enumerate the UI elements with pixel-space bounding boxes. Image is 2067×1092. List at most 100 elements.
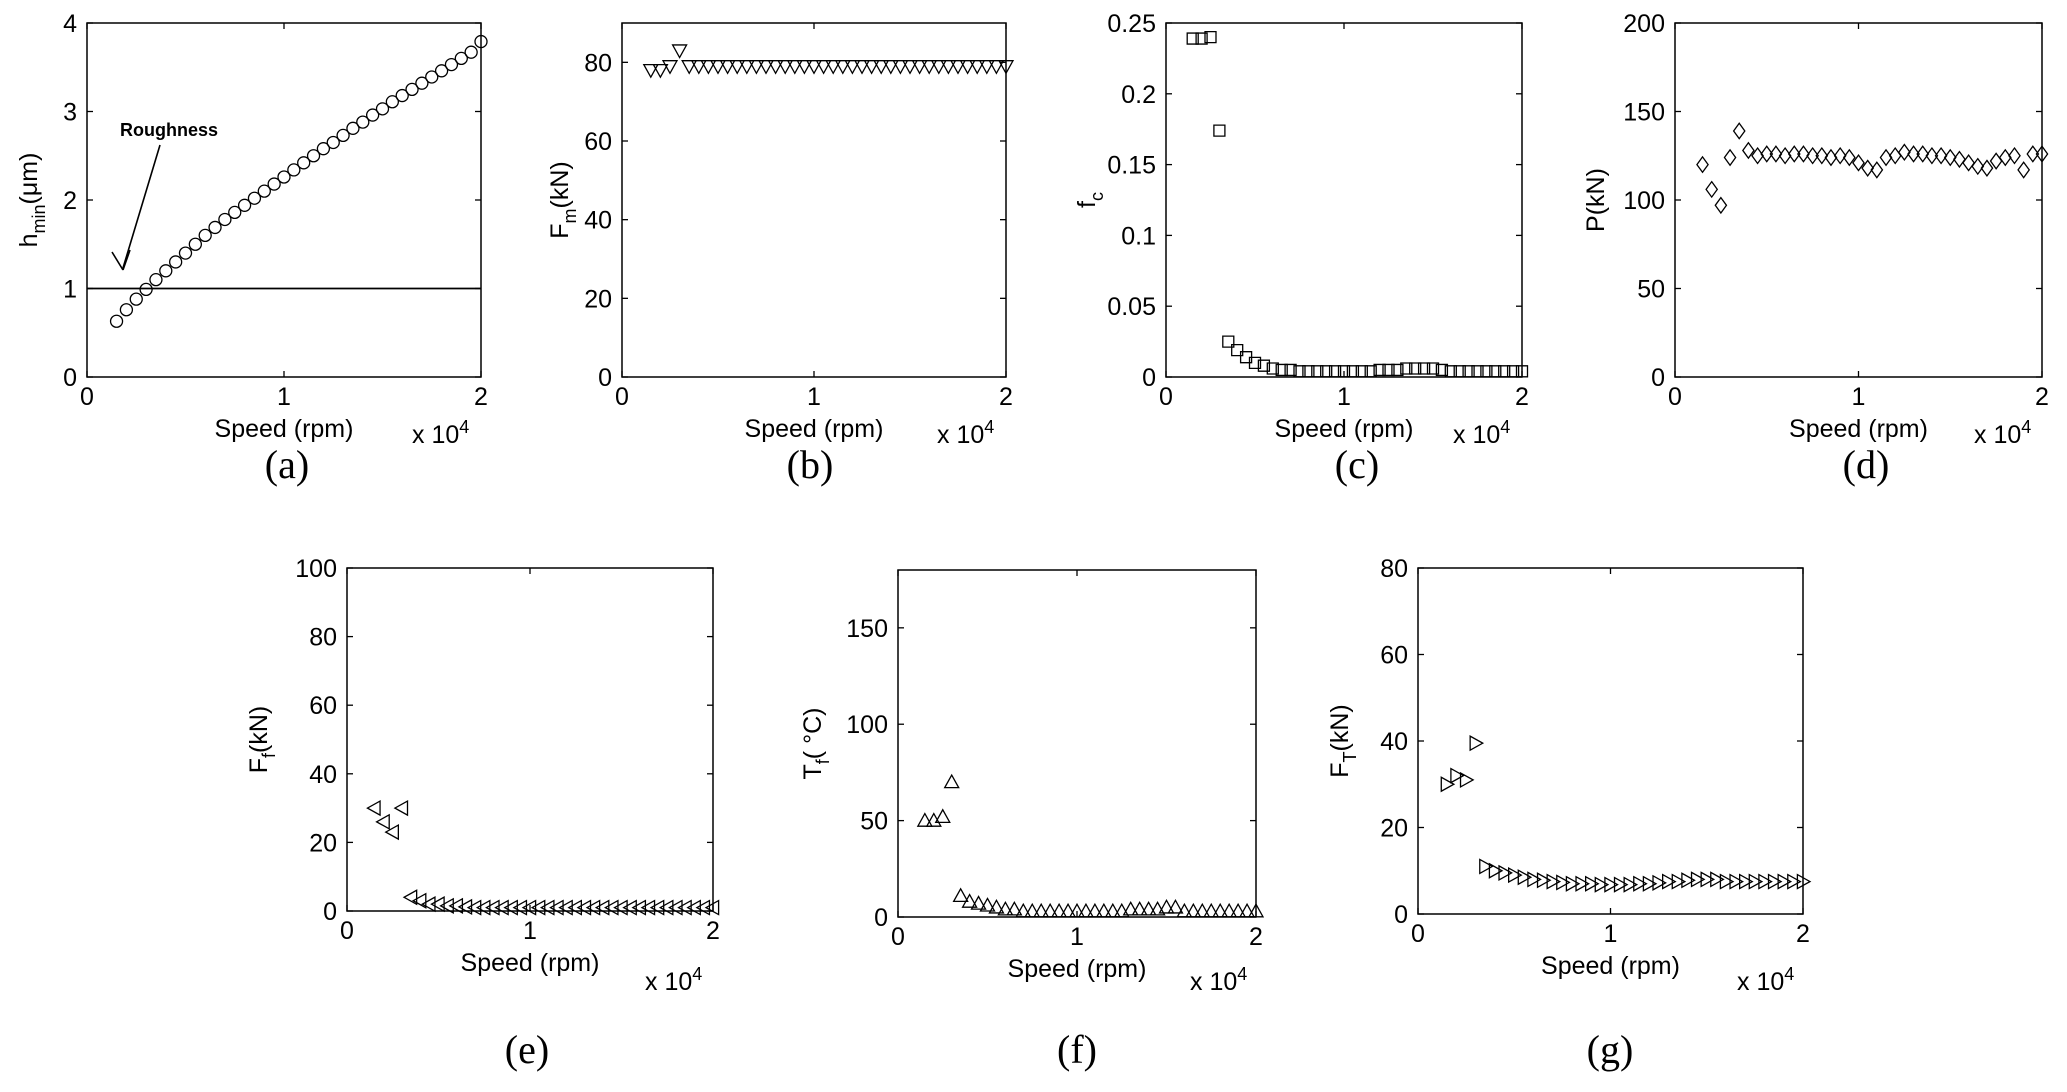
data-point: [988, 60, 1005, 75]
data-point: [1508, 866, 1523, 884]
data-point: [1479, 858, 1494, 875]
y-tick-label: 60: [309, 692, 337, 720]
data-point: [1585, 875, 1600, 892]
data-point: [1195, 32, 1208, 45]
y-axis-label: fc: [1073, 192, 1107, 208]
data-point: [661, 60, 679, 75]
data-point: [1257, 359, 1271, 372]
data-point: [1565, 875, 1581, 892]
data-point: [549, 899, 564, 916]
data-point: [464, 45, 478, 59]
data-point: [1861, 159, 1875, 177]
y-tick-label: 60: [584, 128, 612, 156]
x-tick-label: 2: [706, 917, 720, 945]
data-point: [1623, 876, 1639, 893]
data-point: [1971, 157, 1985, 176]
data-point: [1015, 902, 1032, 918]
x-tick-label: 0: [615, 383, 629, 411]
data-point: [1739, 873, 1754, 890]
x-axis-label: Speed (rpm): [1275, 415, 1414, 443]
data-point: [882, 60, 899, 75]
data-point: [911, 60, 928, 75]
data-point: [567, 899, 582, 916]
data-point: [1879, 148, 1893, 167]
y-tick-label: 4: [63, 10, 77, 38]
data-point: [1185, 902, 1202, 918]
data-point: [1748, 873, 1764, 890]
data-point: [503, 899, 518, 916]
plot-frame: [346, 567, 714, 912]
y-tick-label: 0: [1142, 364, 1156, 392]
y-tick-label: 2: [63, 187, 77, 215]
x-tick-label: 1: [1852, 383, 1866, 411]
data-point: [1613, 876, 1629, 893]
data-point: [1515, 365, 1529, 378]
data-point: [952, 887, 969, 903]
y-tick-label: 80: [1380, 555, 1408, 583]
data-point: [375, 102, 390, 116]
y-axis-label: P(kN): [1582, 168, 1610, 232]
data-point: [1556, 874, 1571, 891]
data-point: [681, 60, 698, 75]
data-point: [1769, 145, 1783, 163]
data-point: [1575, 875, 1590, 892]
data-point: [1787, 145, 1801, 163]
data-point: [1758, 873, 1773, 890]
data-point: [415, 76, 429, 90]
data-point: [1050, 902, 1068, 918]
panel-caption: (g): [1587, 1027, 1634, 1072]
data-point: [139, 282, 153, 297]
data-point: [901, 60, 919, 75]
y-tick-label: 1: [63, 276, 77, 304]
y-tick-label: 0: [1394, 901, 1408, 929]
data-point: [405, 82, 419, 97]
data-point: [178, 246, 193, 260]
data-point: [1059, 902, 1077, 918]
data-point: [1797, 145, 1810, 163]
data-point: [1364, 365, 1377, 378]
plot-frame: [1417, 567, 1804, 915]
y-axis-label: FT(kN): [1326, 704, 1360, 778]
data-point: [1796, 873, 1812, 890]
data-point: [1158, 899, 1175, 914]
data-point: [1604, 876, 1619, 893]
data-point: [198, 228, 212, 243]
data-point: [247, 191, 262, 205]
y-tick-label: 40: [309, 761, 337, 789]
data-point: [188, 237, 203, 251]
x-axis-multiplier: x 104: [1453, 417, 1510, 449]
data-point: [1095, 902, 1112, 918]
data-point: [631, 899, 647, 916]
y-tick-label: 20: [309, 829, 337, 857]
data-point: [375, 813, 390, 830]
x-axis-label: Speed (rpm): [1789, 415, 1928, 443]
data-point: [767, 60, 784, 75]
x-axis-multiplier: x 104: [937, 417, 994, 449]
data-point: [1671, 873, 1687, 890]
data-point: [530, 899, 546, 916]
data-point: [668, 899, 683, 916]
data-point: [1104, 902, 1121, 918]
roughness-arrowhead: [111, 249, 131, 271]
plot-frame: [621, 22, 1007, 378]
y-tick-label: 0.1: [1121, 222, 1156, 250]
data-point: [1517, 869, 1533, 886]
data-point: [444, 57, 459, 72]
data-point: [1842, 148, 1856, 167]
data-point: [129, 292, 143, 306]
data-point: [1852, 154, 1865, 172]
data-point: [267, 177, 281, 191]
data-point: [1167, 899, 1184, 914]
panel-caption: (a): [265, 442, 309, 487]
data-point: [1633, 875, 1648, 892]
data-point: [1778, 146, 1792, 165]
x-tick-label: 1: [1604, 920, 1618, 948]
data-point: [700, 60, 717, 75]
data-point: [1916, 145, 1930, 163]
data-point: [1469, 735, 1485, 752]
y-tick-label: 100: [295, 555, 337, 583]
data-point: [365, 108, 380, 122]
